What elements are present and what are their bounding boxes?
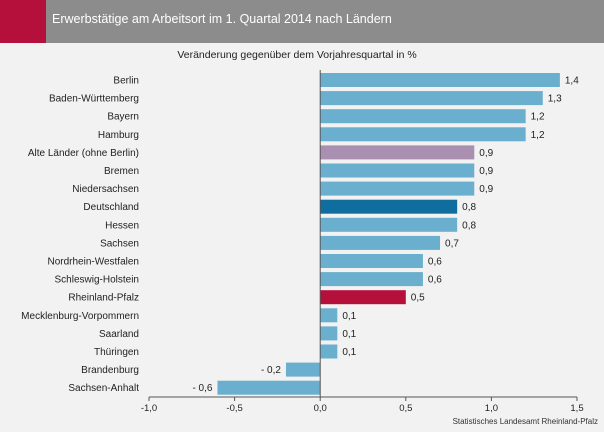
category-label: Rheinland-Pfalz	[68, 293, 139, 304]
category-label: Berlin	[113, 76, 139, 87]
bar	[320, 308, 338, 323]
bar	[320, 199, 458, 214]
source-note: Statistisches Landesamt Rheinland-Pfalz	[453, 417, 598, 426]
category-label: Saarland	[99, 329, 139, 340]
data-label: 1,4	[565, 76, 579, 87]
x-tick-label: 1,0	[485, 403, 498, 414]
header-accent-block	[0, 0, 46, 43]
data-label: 0,5	[411, 293, 425, 304]
bar	[320, 217, 458, 232]
bar	[217, 380, 321, 395]
bar	[320, 145, 475, 160]
bar	[320, 127, 526, 142]
bar	[285, 362, 321, 377]
category-label: Sachsen	[100, 238, 139, 249]
category-label: Hamburg	[98, 130, 139, 141]
data-label: 0,9	[479, 184, 493, 195]
category-label: Deutschland	[83, 202, 139, 213]
data-label: - 0,2	[261, 365, 281, 376]
bar	[320, 254, 423, 268]
data-label: 0,9	[479, 166, 493, 177]
data-label: 0,7	[445, 238, 459, 249]
category-label: Bremen	[104, 166, 139, 177]
category-label: Brandenburg	[81, 365, 139, 376]
category-label: Nordrhein-Westfalen	[47, 257, 139, 268]
data-label: 0,1	[342, 329, 356, 340]
category-label: Mecklenburg-Vorpommern	[21, 311, 139, 322]
category-label: Baden-Württemberg	[49, 94, 139, 105]
bar	[320, 73, 560, 87]
bar	[320, 272, 423, 287]
category-label: Schleswig-Holstein	[55, 275, 139, 286]
chart-subtitle: Veränderung gegenüber dem Vorjahresquart…	[177, 49, 416, 61]
bar	[320, 344, 338, 359]
data-label: 1,2	[531, 130, 545, 141]
bar	[320, 235, 441, 250]
category-label: Bayern	[107, 112, 139, 123]
bar	[320, 181, 475, 196]
x-tick-label: -0,5	[226, 403, 242, 414]
bar	[320, 326, 338, 341]
data-label: 0,1	[342, 347, 356, 358]
bar	[320, 91, 543, 106]
x-tick-label: -1,0	[141, 403, 157, 414]
data-label: 0,9	[479, 148, 493, 159]
data-label: 0,8	[462, 220, 476, 231]
page-title: Erwerbstätige am Arbeitsort im 1. Quarta…	[52, 12, 392, 26]
x-tick-label: 0,0	[314, 403, 327, 414]
data-label: 0,1	[342, 311, 356, 322]
x-tick-label: 1,5	[570, 403, 583, 414]
data-label: - 0,6	[192, 383, 212, 394]
category-label: Niedersachsen	[72, 184, 139, 195]
bar	[320, 163, 475, 178]
category-label: Thüringen	[94, 347, 139, 358]
category-label: Sachsen-Anhalt	[68, 383, 139, 394]
data-label: 0,8	[462, 202, 476, 213]
bar	[320, 109, 526, 124]
data-label: 0,6	[428, 257, 442, 268]
data-label: 1,2	[531, 112, 545, 123]
category-label: Hessen	[105, 220, 139, 231]
x-tick-label: 0,5	[399, 403, 412, 414]
category-label: Alte Länder (ohne Berlin)	[28, 148, 139, 159]
bar	[320, 290, 406, 305]
data-label: 1,3	[548, 94, 562, 105]
data-label: 0,6	[428, 275, 442, 286]
header-bar: Erwerbstätige am Arbeitsort im 1. Quarta…	[0, 0, 604, 43]
bar-chart: Veränderung gegenüber dem Vorjahresquart…	[21, 49, 598, 426]
